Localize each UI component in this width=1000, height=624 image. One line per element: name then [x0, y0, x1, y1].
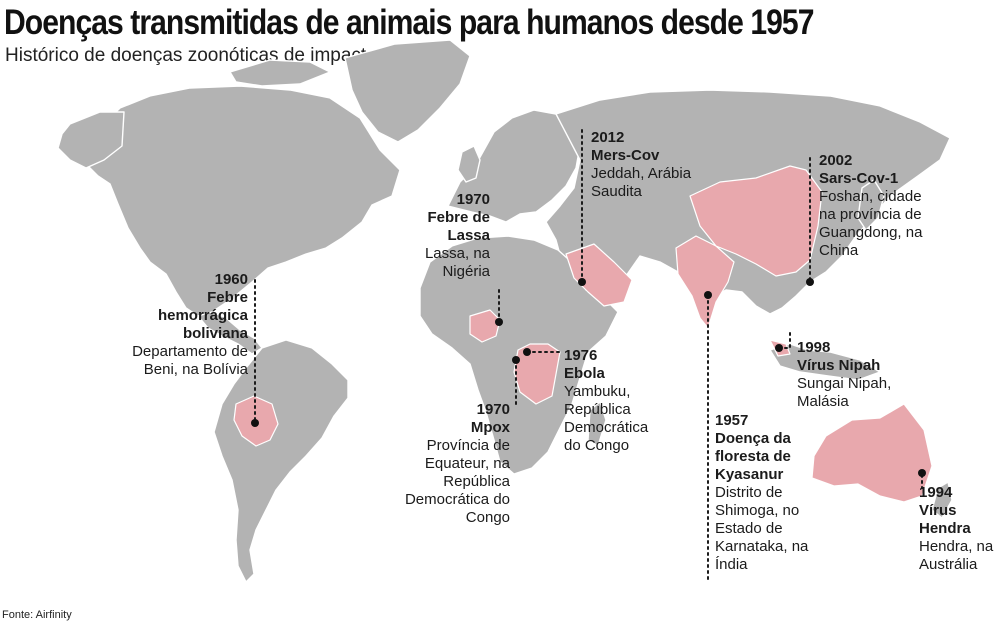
land-southeast-asia-islands — [769, 343, 881, 381]
label-nipah: 1998 Vírus Nipah Sungai Nipah, Malásia — [797, 339, 901, 411]
country-nigeria — [469, 309, 501, 343]
event-year: 1994 — [919, 484, 953, 501]
marker-boliviana — [251, 419, 259, 427]
event-place: Jeddah, Arábia Saudita — [591, 165, 692, 200]
country-dr-congo — [513, 343, 561, 405]
land-new-zealand — [931, 481, 953, 519]
event-disease: Febre hemorrágica boliviana — [157, 289, 248, 342]
event-disease: Vírus Hendra — [919, 502, 971, 537]
event-place: Foshan, cidade na província de Guangdong… — [819, 188, 923, 259]
land-uk — [457, 145, 481, 183]
land-greenland — [344, 39, 471, 143]
country-australia — [811, 403, 933, 503]
label-mpox: 1970 Mpox Província de Equateur, na Repú… — [384, 401, 510, 527]
event-year: 2012 — [591, 129, 625, 146]
event-year: 1970 — [476, 401, 510, 418]
land-north-america — [87, 85, 401, 317]
event-year: 1976 — [564, 347, 598, 364]
event-place: Departamento de Beni, na Bolívia — [132, 343, 248, 378]
label-hendra: 1994 Vírus Hendra Hendra, na Austrália — [919, 484, 999, 574]
marker-sars — [806, 278, 814, 286]
marker-hendra — [918, 469, 926, 477]
event-disease: Mers-Cov — [591, 147, 660, 164]
marker-kyasanur — [704, 291, 712, 299]
event-disease: Febre de Lassa — [427, 209, 490, 244]
land-madagascar — [587, 401, 607, 447]
event-year: 1970 — [456, 191, 490, 208]
event-place: Hendra, na Austrália — [919, 538, 994, 573]
land-japan — [857, 179, 885, 231]
event-place: Província de Equateur, na República Demo… — [404, 437, 510, 526]
event-disease: Doença da floresta de Kyasanur — [715, 430, 791, 483]
label-sars: 2002 Sars-Cov-1 Foshan, cidade na provín… — [819, 152, 937, 260]
leader-nipah — [778, 331, 791, 349]
event-place: Yambuku, República Democrática do Congo — [564, 383, 649, 454]
marker-ebola — [523, 348, 531, 356]
event-place: Distrito de Shimoga, no Estado de Karnat… — [715, 484, 809, 573]
event-year: 1998 — [797, 339, 831, 356]
source-note: Fonte: Airfinity — [2, 609, 72, 621]
event-place: Sungai Nipah, Malásia — [797, 375, 892, 410]
highlighted-countries — [233, 165, 933, 503]
event-year: 1960 — [214, 271, 248, 288]
event-year: 2002 — [819, 152, 853, 169]
map-title: Doenças transmitidas de animais para hum… — [4, 3, 814, 42]
label-boliviana: 1960 Febre hemorrágica boliviana Departa… — [120, 271, 248, 379]
label-kyasanur: 1957 Doença da floresta de Kyasanur Dist… — [715, 412, 811, 574]
country-india — [675, 235, 735, 329]
land-alaska — [57, 111, 125, 169]
event-place: Lassa, na Nigéria — [424, 245, 490, 280]
label-lassa: 1970 Febre de Lassa Lassa, na Nigéria — [412, 191, 490, 281]
marker-mpox — [512, 356, 520, 364]
marker-nipah — [775, 344, 783, 352]
land-arctic-islands — [229, 59, 331, 87]
event-markers — [251, 278, 926, 477]
label-mers: 2012 Mers-Cov Jeddah, Arábia Saudita — [591, 129, 705, 201]
event-year: 1957 — [715, 412, 749, 429]
event-disease: Mpox — [470, 419, 510, 436]
marker-mers — [578, 278, 586, 286]
label-ebola: 1976 Ebola Yambuku, República Democrátic… — [564, 347, 662, 455]
event-disease: Sars-Cov-1 — [819, 170, 899, 187]
event-disease: Ebola — [564, 365, 605, 382]
marker-lassa — [495, 318, 503, 326]
map-subtitle: Histórico de doenças zoonóticas de impac… — [5, 45, 433, 66]
event-disease: Vírus Nipah — [797, 357, 881, 374]
